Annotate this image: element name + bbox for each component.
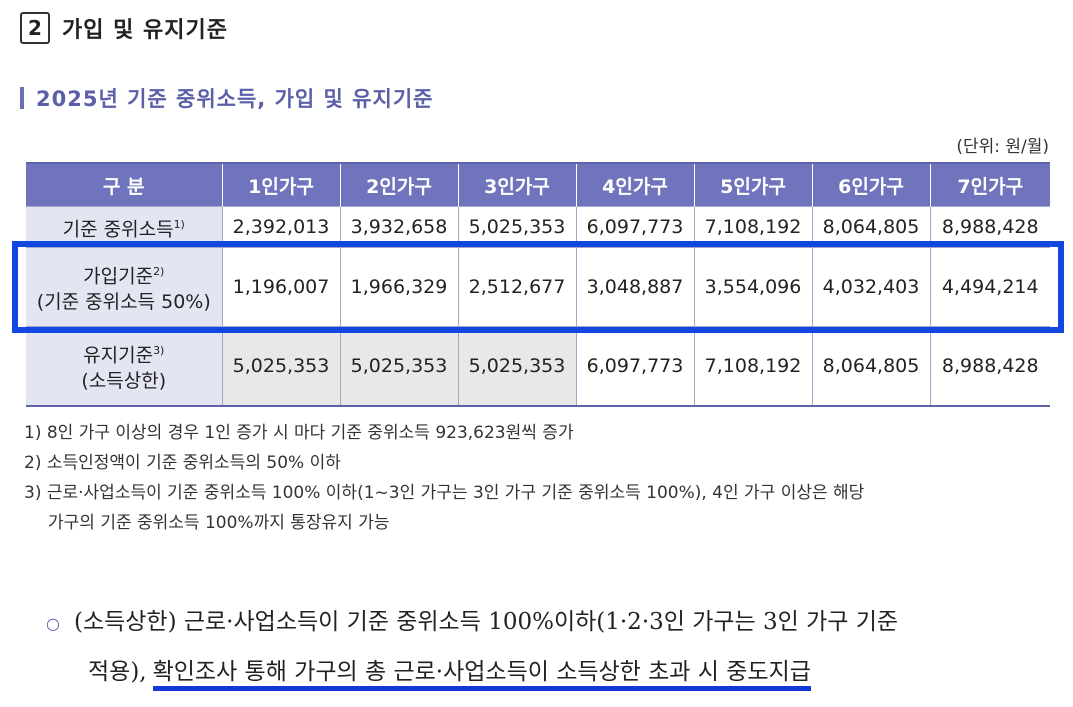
table-cell: 8,064,805: [811, 326, 930, 406]
unit-label: (단위: 원/월): [956, 137, 1049, 157]
table-cell: 8,988,428: [929, 206, 1050, 248]
table-cell: 7,108,192: [693, 206, 812, 248]
table-cell: 6,097,773: [575, 206, 694, 248]
footnotes: 1) 8인 가구 이상의 경우 1인 증가 시 마다 기준 중위소득 923,6…: [24, 418, 864, 538]
row-label-sub: (기준 중위소득 50%): [36, 291, 211, 314]
table-row: 유지기준3) (소득상한) 5,025,353 5,025,353 5,025,3…: [26, 326, 1050, 406]
section-heading: 2 가입 및 유지기준: [20, 12, 228, 44]
table-cell: 2,512,677: [457, 247, 576, 327]
table-cell: 4,494,214: [929, 247, 1050, 327]
bullet-text-2: 적용),: [88, 659, 147, 685]
table-cell: 5,025,353: [457, 206, 576, 248]
footnote-ref: 3): [153, 343, 165, 357]
table-cell: 3,932,658: [339, 206, 458, 248]
row-label-text: 유지기준: [83, 344, 154, 367]
header-row: 구 분 1인가구 2인가구 3인가구 4인가구 5인가구 6인가구 7인가구: [26, 163, 1050, 207]
table-cell: 3,554,096: [693, 247, 812, 327]
circle-bullet-icon: ○: [46, 614, 60, 633]
row-label: 유지기준3) (소득상한): [26, 326, 222, 406]
table-row: 가입기준2) (기준 중위소득 50%) 1,196,007 1,966,329 …: [26, 247, 1050, 327]
footnote-2: 2) 소득인정액이 기준 중위소득의 50% 이하: [24, 453, 341, 473]
header-4-person: 4인가구: [575, 163, 694, 207]
table-cell: 1,196,007: [221, 247, 340, 327]
table-title: 2025년 기준 중위소득, 가입 및 유지기준: [20, 83, 433, 113]
title-bar-marker: [20, 87, 24, 109]
table-cell: 7,108,192: [693, 326, 812, 406]
footnote-3-cont: 가구의 기준 중위소득 100%까지 통장유지 가능: [48, 513, 390, 533]
header-6-person: 6인가구: [811, 163, 930, 207]
section-number: 2: [20, 12, 50, 44]
table-cell: 1,966,329: [339, 247, 458, 327]
bullet-text-1: (소득상한) 근로·사업소득이 기준 중위소득 100%이하(1·2·3인 가구…: [73, 609, 899, 635]
header-2-person: 2인가구: [339, 163, 458, 207]
footnote-1: 1) 8인 가구 이상의 경우 1인 증가 시 마다 기준 중위소득 923,6…: [24, 423, 574, 443]
bullet-line-2: 적용), 확인조사 통해 가구의 총 근로·사업소득이 소득상한 초과 시 중도지…: [88, 652, 811, 691]
footnote-ref: 2): [153, 264, 165, 278]
row-label-sub: (소득상한): [81, 370, 167, 393]
table-cell: 6,097,773: [575, 326, 694, 406]
footnote-3: 3) 근로·사업소득이 기준 중위소득 100% 이하(1~3인 가구는 3인 …: [24, 483, 865, 503]
row-label: 가입기준2) (기준 중위소득 50%): [26, 247, 222, 327]
bullet-line-1: ○ (소득상한) 근로·사업소득이 기준 중위소득 100%이하(1·2·3인 가…: [46, 602, 898, 636]
header-5-person: 5인가구: [693, 163, 812, 207]
underlined-emphasis: 확인조사 통해 가구의 총 근로·사업소득이 소득상한 초과 시 중도지급: [152, 659, 811, 691]
row-label: 기준 중위소득1): [26, 206, 222, 248]
table-cell: 3,048,887: [575, 247, 694, 327]
footnote-ref: 1): [173, 217, 185, 231]
table-cell: 5,025,353: [457, 326, 576, 406]
table-cell: 8,988,428: [929, 326, 1050, 406]
table-row: 기준 중위소득1) 2,392,013 3,932,658 5,025,353 …: [26, 206, 1050, 248]
header-7-person: 7인가구: [929, 163, 1050, 207]
table-cell: 2,392,013: [221, 206, 340, 248]
header-3-person: 3인가구: [457, 163, 576, 207]
table-title-text: 2025년 기준 중위소득, 가입 및 유지기준: [36, 87, 434, 111]
table-cell: 5,025,353: [339, 326, 458, 406]
header-category: 구 분: [26, 163, 222, 207]
income-table: 구 분 1인가구 2인가구 3인가구 4인가구 5인가구 6인가구 7인가구 기…: [26, 162, 1050, 407]
header-1-person: 1인가구: [221, 163, 340, 207]
table-cell: 8,064,805: [811, 206, 930, 248]
row-label-text: 가입기준: [83, 265, 154, 288]
row-label-text: 기준 중위소득: [62, 218, 174, 241]
table-cell: 4,032,403: [811, 247, 930, 327]
table-cell: 5,025,353: [221, 326, 340, 406]
section-title: 가입 및 유지기준: [62, 18, 228, 43]
